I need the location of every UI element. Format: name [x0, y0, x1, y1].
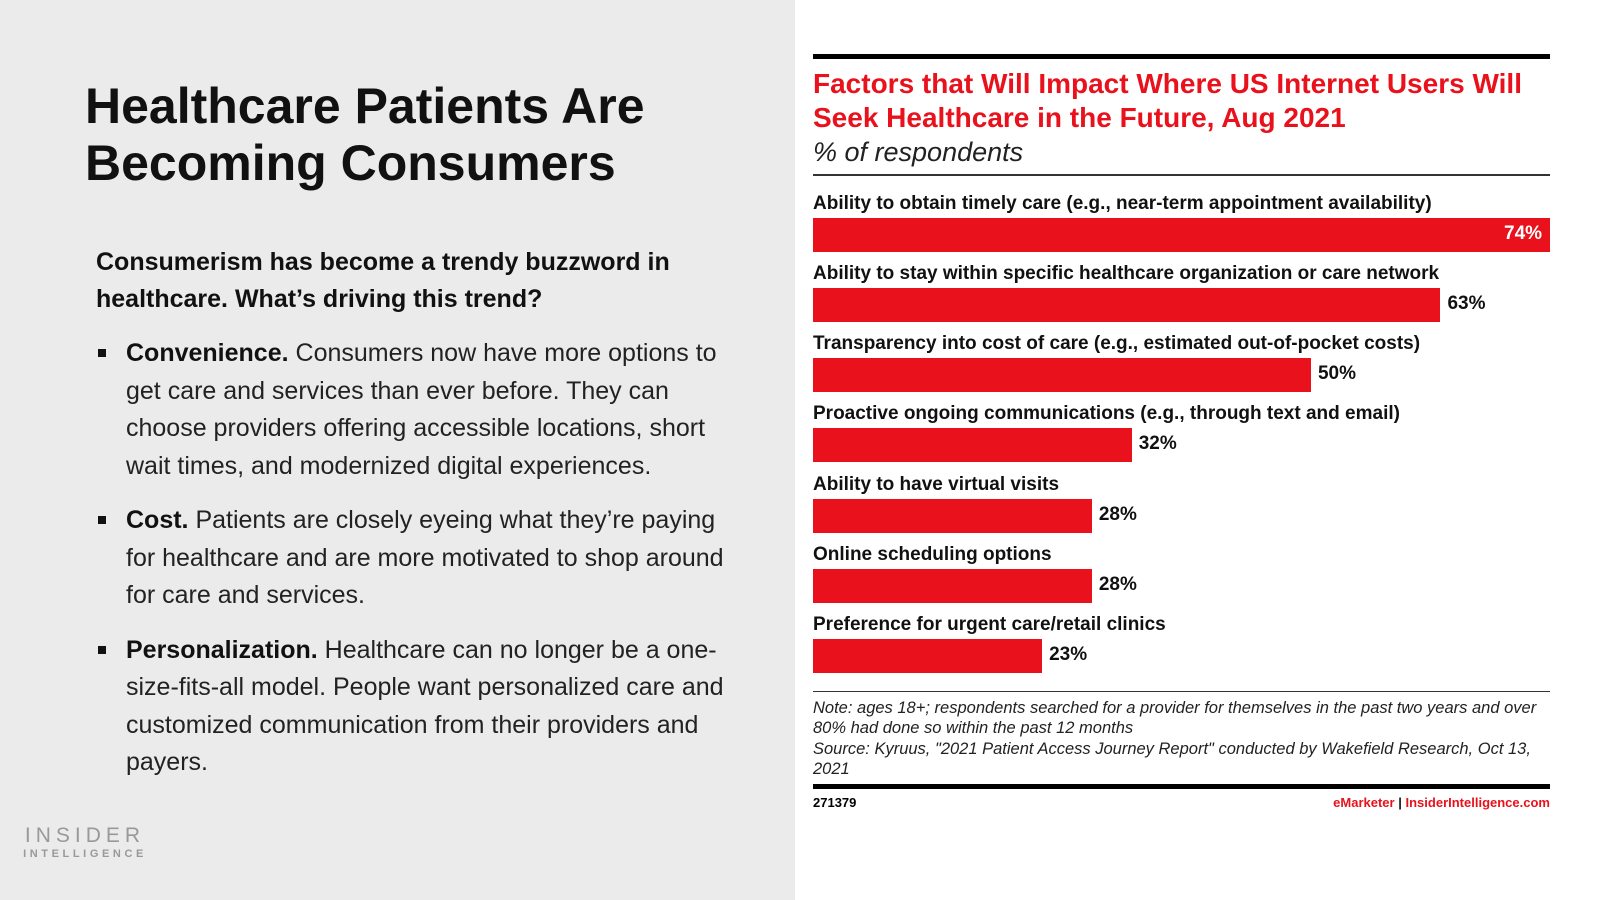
- category-label: Ability to have virtual visits: [813, 473, 1060, 495]
- category-label: Online scheduling options: [813, 544, 1052, 565]
- value-label: 23%: [1049, 644, 1088, 666]
- bullet-item: Cost. Patients are closely eyeing what t…: [96, 502, 736, 615]
- bar: [813, 639, 1043, 674]
- source-text: Source: Kyruus, "2021 Patient Access Jou…: [813, 739, 1531, 779]
- bar-row: Ability to stay within specific healthca…: [813, 262, 1550, 322]
- bar: [813, 217, 1550, 252]
- note-text: Note: ages 18+; respondents searched for…: [813, 698, 1537, 738]
- value-label: 50%: [1317, 363, 1356, 385]
- bottom-rule: [813, 783, 1550, 789]
- chart-footer: 271379 eMarketer | InsiderIntelligence.c…: [813, 795, 1550, 810]
- bullet-item: Personalization. Healthcare can no longe…: [96, 632, 736, 782]
- bar-row: Ability to have virtual visits 28%: [813, 473, 1550, 533]
- category-label: Ability to stay within specific healthca…: [813, 262, 1440, 284]
- left-panel: Healthcare Patients Are Becoming Consume…: [0, 0, 795, 900]
- top-rule: [813, 54, 1550, 59]
- bar-area: Ability to obtain timely care (e.g., nea…: [813, 176, 1550, 691]
- value-label: 63%: [1447, 292, 1486, 314]
- bar: [813, 287, 1441, 322]
- brand-emarketer: eMarketer: [1333, 794, 1395, 810]
- bullet-text: Patients are closely eyeing what they’re…: [126, 506, 724, 609]
- site-link[interactable]: InsiderIntelligence.com: [1405, 794, 1551, 810]
- bar: [813, 498, 1092, 533]
- bar: [813, 569, 1092, 603]
- value-label: 28%: [1098, 503, 1137, 525]
- category-label: Transparency into cost of care (e.g., es…: [813, 333, 1421, 355]
- category-label: Proactive ongoing communications (e.g., …: [813, 403, 1400, 425]
- bar-row: Transparency into cost of care (e.g., es…: [813, 332, 1550, 393]
- category-label: Preference for urgent care/retail clinic…: [813, 614, 1166, 636]
- intro-text: Consumerism has become a trendy buzzword…: [96, 248, 670, 313]
- separator: |: [1398, 794, 1402, 810]
- insider-intelligence-logo: INSIDER INTELLIGENCE: [22, 825, 148, 861]
- logo-line1: INSIDER: [24, 824, 146, 847]
- bar-row: Online scheduling options 28%: [813, 543, 1550, 603]
- chart-note: Note: ages 18+; respondents searched for…: [813, 690, 1550, 780]
- chart: Factors that Will Impact Where US Intern…: [813, 54, 1550, 810]
- bullet-head: Cost.: [126, 506, 189, 534]
- bullet-head: Personalization.: [126, 635, 318, 664]
- bullet-head: Convenience.: [126, 339, 289, 367]
- chart-id: 271379: [813, 794, 857, 810]
- bar: [813, 428, 1132, 463]
- value-label: 28%: [1098, 574, 1137, 595]
- bar-row: Ability to obtain timely care (e.g., nea…: [813, 192, 1550, 252]
- logo-line2: INTELLIGENCE: [23, 848, 147, 860]
- bar-row: Preference for urgent care/retail clinic…: [813, 613, 1550, 674]
- chart-title: Factors that Will Impact Where US Intern…: [813, 68, 1522, 133]
- slide-title: Healthcare Patients Are Becoming Consume…: [85, 78, 645, 191]
- value-label: 32%: [1138, 433, 1177, 455]
- bullet-square-icon: [98, 516, 106, 524]
- divider: [813, 174, 1550, 176]
- bar: [813, 358, 1311, 393]
- bullet-square-icon: [98, 349, 106, 357]
- bullet-text: Consumers now have more options to get c…: [126, 339, 717, 480]
- chart-subtitle: % of respondents: [813, 137, 1024, 167]
- bar-row: Proactive ongoing communications (e.g., …: [813, 402, 1550, 463]
- bullet-list: Convenience. Consumers now have more opt…: [96, 335, 736, 799]
- bullet-item: Convenience. Consumers now have more opt…: [96, 335, 736, 485]
- bullet-square-icon: [98, 645, 106, 654]
- category-label: Ability to obtain timely care (e.g., nea…: [813, 192, 1432, 214]
- bullet-text: Healthcare can no longer be a one-size-f…: [126, 635, 724, 777]
- value-label: 74%: [1504, 222, 1543, 244]
